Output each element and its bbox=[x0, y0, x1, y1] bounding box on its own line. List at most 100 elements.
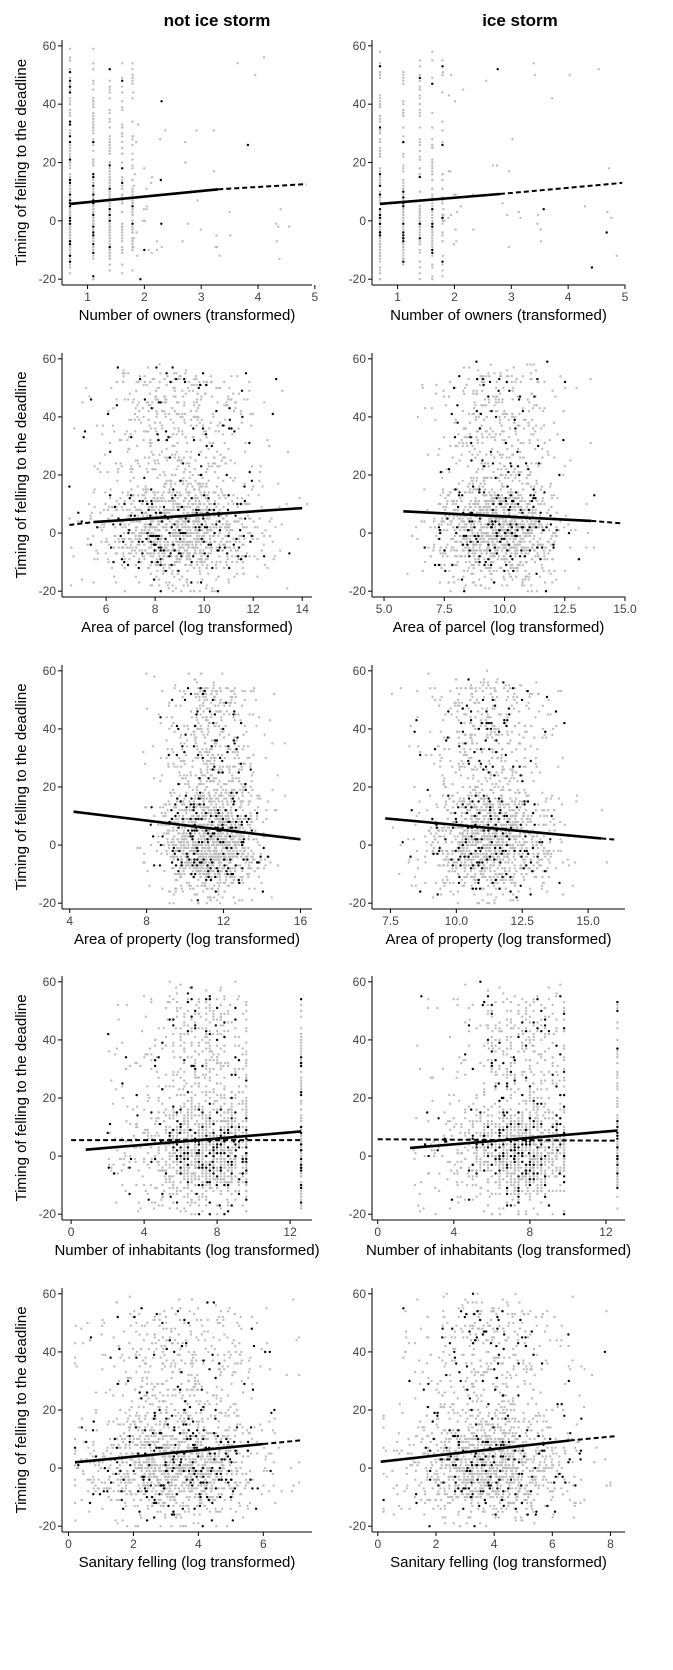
data-point bbox=[475, 476, 479, 480]
data-point bbox=[479, 523, 483, 526]
data-point bbox=[152, 578, 156, 581]
data-point bbox=[201, 563, 204, 567]
data-point bbox=[378, 70, 382, 74]
data-point bbox=[483, 499, 487, 503]
data-point bbox=[200, 473, 203, 477]
data-point bbox=[527, 482, 530, 485]
data-point bbox=[532, 427, 535, 430]
data-point bbox=[181, 531, 185, 535]
data-point bbox=[121, 140, 124, 144]
data-point bbox=[520, 470, 523, 474]
data-point bbox=[190, 540, 194, 543]
data-point bbox=[185, 581, 189, 584]
data-point bbox=[541, 543, 544, 546]
data-point bbox=[431, 219, 434, 222]
data-point bbox=[149, 540, 152, 543]
data-point bbox=[472, 228, 475, 231]
data-point bbox=[431, 251, 434, 255]
data-point bbox=[435, 383, 438, 387]
data-point bbox=[181, 543, 184, 546]
data-point bbox=[491, 555, 495, 558]
data-point bbox=[92, 181, 95, 185]
data-point bbox=[493, 372, 496, 375]
data-point bbox=[249, 412, 252, 416]
data-point bbox=[108, 181, 111, 185]
data-point bbox=[285, 502, 288, 506]
data-point bbox=[207, 552, 210, 555]
data-point bbox=[454, 444, 457, 448]
data-point bbox=[535, 404, 538, 407]
data-point bbox=[68, 120, 72, 123]
data-point bbox=[605, 231, 608, 234]
data-point bbox=[479, 375, 482, 378]
data-point bbox=[543, 380, 546, 384]
data-point bbox=[163, 546, 167, 549]
data-point bbox=[126, 546, 129, 549]
data-point bbox=[418, 225, 421, 228]
data-point bbox=[547, 529, 551, 532]
data-point bbox=[121, 210, 124, 214]
data-point bbox=[208, 546, 211, 549]
data-point bbox=[423, 546, 426, 549]
data-point bbox=[418, 208, 421, 211]
data-point bbox=[233, 736, 236, 739]
data-point bbox=[468, 450, 471, 453]
data-point bbox=[178, 529, 181, 532]
data-point bbox=[471, 552, 474, 555]
data-point bbox=[499, 488, 502, 491]
data-point bbox=[131, 213, 134, 217]
data-point bbox=[421, 386, 424, 390]
data-point bbox=[536, 555, 539, 558]
data-point bbox=[149, 404, 152, 407]
data-point bbox=[266, 566, 269, 570]
data-point bbox=[485, 375, 488, 378]
data-point bbox=[241, 689, 244, 693]
data-point bbox=[134, 140, 138, 144]
data-point bbox=[475, 409, 478, 413]
data-point bbox=[68, 184, 72, 187]
data-point bbox=[172, 499, 175, 503]
data-point bbox=[552, 546, 555, 549]
data-point bbox=[263, 563, 267, 567]
data-point bbox=[543, 552, 546, 555]
data-point bbox=[157, 438, 160, 442]
data-point bbox=[185, 441, 189, 445]
data-point bbox=[510, 531, 514, 535]
data-point bbox=[402, 193, 405, 196]
data-point bbox=[123, 523, 126, 526]
data-point bbox=[165, 383, 168, 387]
data-point bbox=[92, 103, 95, 106]
data-point bbox=[500, 482, 504, 485]
data-point bbox=[187, 494, 190, 497]
data-point bbox=[535, 482, 538, 485]
data-point bbox=[456, 560, 459, 564]
data-point bbox=[164, 395, 167, 398]
data-point bbox=[201, 482, 205, 485]
data-point bbox=[484, 549, 488, 552]
data-point bbox=[502, 546, 505, 549]
data-point bbox=[108, 140, 111, 144]
data-point bbox=[172, 395, 176, 398]
data-point bbox=[146, 534, 150, 538]
data-point bbox=[186, 552, 189, 555]
data-point bbox=[453, 100, 457, 103]
data-point bbox=[233, 476, 237, 480]
data-point bbox=[183, 497, 187, 500]
data-point bbox=[101, 424, 105, 427]
data-point bbox=[563, 569, 567, 573]
data-point bbox=[178, 517, 181, 520]
data-point bbox=[509, 537, 512, 541]
data-point bbox=[169, 555, 173, 558]
data-point bbox=[149, 520, 153, 523]
data-point bbox=[510, 552, 513, 555]
data-point bbox=[92, 245, 95, 249]
data-point bbox=[176, 531, 179, 535]
data-point bbox=[167, 704, 171, 707]
data-point bbox=[475, 470, 478, 474]
data-point bbox=[431, 202, 434, 205]
data-point bbox=[490, 488, 494, 491]
data-point bbox=[485, 404, 488, 407]
data-point bbox=[120, 465, 123, 468]
data-point bbox=[167, 587, 170, 590]
data-point bbox=[108, 170, 111, 173]
